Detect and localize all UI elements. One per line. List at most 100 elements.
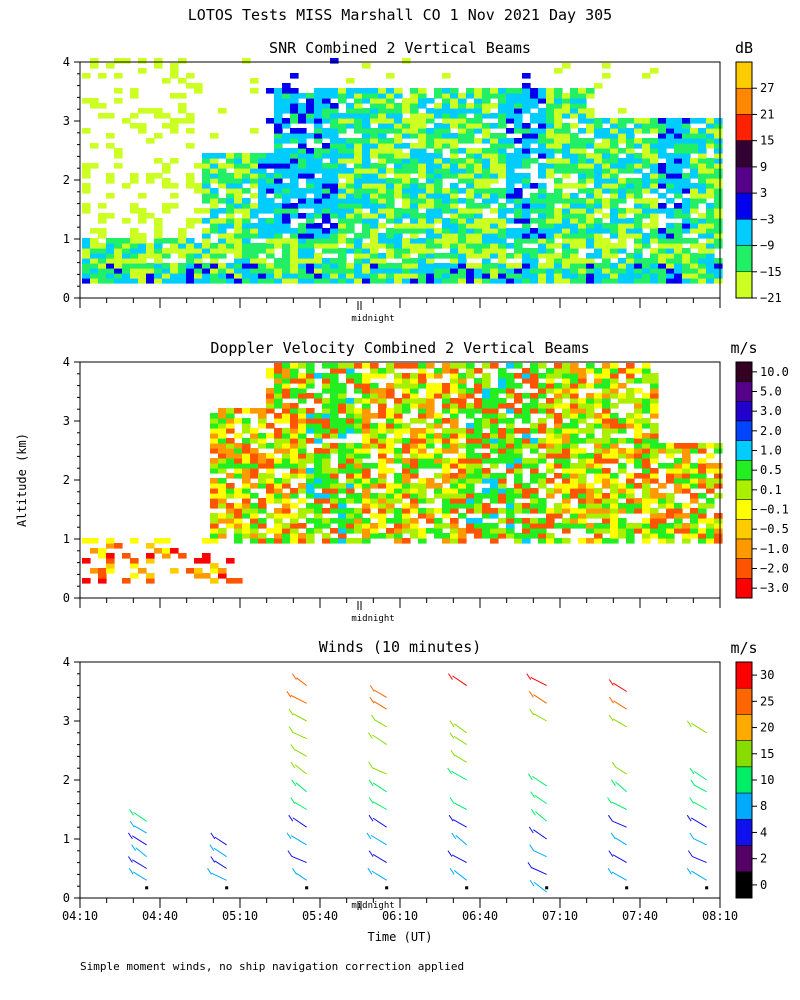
- heatmap-cell: [618, 178, 627, 184]
- heatmap-cell: [250, 468, 259, 474]
- heatmap-cell: [538, 248, 547, 254]
- heatmap-cell: [282, 428, 291, 434]
- heatmap-cell: [474, 458, 483, 464]
- heatmap-cell: [594, 448, 603, 454]
- heatmap-cell: [482, 523, 491, 529]
- heatmap-cell: [562, 478, 571, 484]
- heatmap-cell: [410, 468, 419, 474]
- heatmap-cell: [538, 203, 547, 209]
- heatmap-cell: [442, 98, 451, 104]
- heatmap-cell: [250, 493, 259, 499]
- heatmap-cell: [298, 118, 307, 124]
- heatmap-cell: [138, 268, 147, 274]
- heatmap-cell: [322, 148, 331, 154]
- heatmap-cell: [714, 493, 723, 499]
- y-tick-label: 2: [63, 773, 70, 787]
- heatmap-cell: [642, 538, 651, 544]
- heatmap-cell: [522, 73, 531, 79]
- heatmap-cell: [650, 443, 659, 449]
- heatmap-cell: [354, 363, 363, 369]
- heatmap-cell: [298, 268, 307, 274]
- heatmap-cell: [266, 458, 275, 464]
- wind-barb: [452, 675, 467, 687]
- heatmap-cell: [378, 168, 387, 174]
- heatmap-cell: [498, 398, 507, 404]
- doppler-heatmap: [82, 363, 723, 584]
- heatmap-cell: [538, 163, 547, 169]
- heatmap-cell: [426, 528, 435, 534]
- heatmap-cell: [498, 243, 507, 249]
- heatmap-cell: [586, 513, 595, 519]
- heatmap-cell: [106, 213, 115, 219]
- heatmap-cell: [658, 278, 667, 284]
- heatmap-cell: [650, 248, 659, 254]
- heatmap-cell: [642, 458, 651, 464]
- heatmap-cell: [498, 453, 507, 459]
- y-tick-label: 1: [63, 532, 70, 546]
- heatmap-cell: [626, 448, 635, 454]
- heatmap-cell: [714, 268, 723, 274]
- heatmap-cell: [290, 158, 299, 164]
- heatmap-cell: [586, 428, 595, 434]
- heatmap-cell: [610, 503, 619, 509]
- heatmap-cell: [538, 453, 547, 459]
- heatmap-cell: [426, 243, 435, 249]
- heatmap-cell: [306, 428, 315, 434]
- heatmap-cell: [202, 228, 211, 234]
- heatmap-cell: [394, 493, 403, 499]
- heatmap-cell: [706, 188, 715, 194]
- heatmap-cell: [346, 103, 355, 109]
- heatmap-cell: [154, 173, 163, 179]
- heatmap-cell: [338, 443, 347, 449]
- heatmap-cell: [266, 488, 275, 494]
- heatmap-cell: [586, 258, 595, 264]
- heatmap-cell: [314, 138, 323, 144]
- heatmap-cell: [674, 473, 683, 479]
- heatmap-cell: [410, 498, 419, 504]
- heatmap-cell: [362, 123, 371, 129]
- heatmap-cell: [546, 518, 555, 524]
- heatmap-cell: [410, 198, 419, 204]
- heatmap-cell: [306, 278, 315, 284]
- heatmap-cell: [194, 248, 203, 254]
- heatmap-cell: [634, 403, 643, 409]
- heatmap-cell: [202, 233, 211, 239]
- heatmap-cell: [634, 203, 643, 209]
- heatmap-cell: [122, 268, 131, 274]
- heatmap-cell: [578, 383, 587, 389]
- heatmap-cell: [322, 248, 331, 254]
- heatmap-cell: [562, 493, 571, 499]
- heatmap-cell: [634, 273, 643, 279]
- heatmap-cell: [154, 218, 163, 224]
- heatmap-cell: [362, 453, 371, 459]
- heatmap-cell: [90, 243, 99, 249]
- heatmap-cell: [706, 133, 715, 139]
- heatmap-cell: [346, 173, 355, 179]
- heatmap-cell: [514, 203, 523, 209]
- heatmap-cell: [130, 278, 139, 284]
- heatmap-cell: [594, 188, 603, 194]
- heatmap-cell: [690, 498, 699, 504]
- doppler-title: Doppler Velocity Combined 2 Vertical Bea…: [210, 339, 589, 357]
- heatmap-cell: [714, 523, 723, 529]
- heatmap-cell: [362, 183, 371, 189]
- heatmap-cell: [322, 93, 331, 99]
- y-tick-label: 0: [63, 291, 70, 305]
- heatmap-cell: [482, 233, 491, 239]
- heatmap-cell: [330, 488, 339, 494]
- colorbar-swatch: [735, 714, 753, 741]
- heatmap-cell: [658, 258, 667, 264]
- heatmap-cell: [474, 383, 483, 389]
- heatmap-cell: [450, 438, 459, 444]
- heatmap-cell: [290, 263, 299, 269]
- heatmap-cell: [546, 228, 555, 234]
- heatmap-cell: [258, 203, 267, 209]
- heatmap-cell: [202, 553, 211, 559]
- heatmap-cell: [658, 493, 667, 499]
- heatmap-cell: [362, 473, 371, 479]
- heatmap-cell: [386, 388, 395, 394]
- heatmap-cell: [490, 478, 499, 484]
- heatmap-cell: [274, 193, 283, 199]
- heatmap-cell: [90, 258, 99, 264]
- heatmap-cell: [586, 163, 595, 169]
